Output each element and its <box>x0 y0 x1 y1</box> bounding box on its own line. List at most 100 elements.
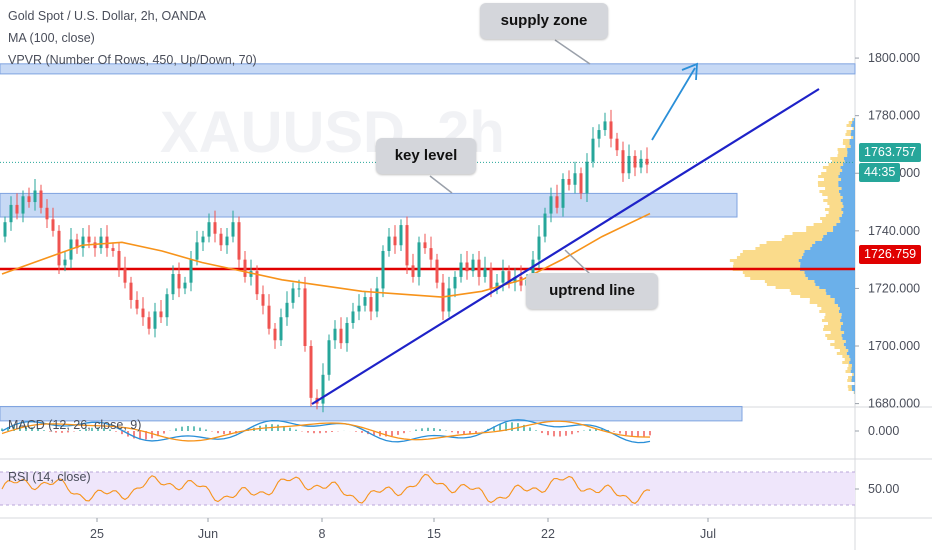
candle-body-45 <box>274 329 277 341</box>
vpvr-bar-up-38 <box>793 232 827 235</box>
candle-body-86 <box>520 277 523 286</box>
vpvr-bar-down-40 <box>822 238 855 241</box>
uptrend-callout-pointer <box>565 250 590 274</box>
candle-body-72 <box>436 260 439 283</box>
macd-hist-192 <box>193 426 195 431</box>
vpvr-bar-down-72 <box>842 334 855 337</box>
candle-body-70 <box>424 242 427 248</box>
candle-body-93 <box>562 179 565 208</box>
candle-body-94 <box>568 179 571 185</box>
vpvr-bar-up-51 <box>743 271 805 274</box>
vpvr-bar-down-35 <box>836 223 855 226</box>
candle-body-54 <box>328 340 331 375</box>
macd-hist-576 <box>577 431 579 432</box>
candle-body-90 <box>544 214 547 237</box>
candle-body-47 <box>286 303 289 317</box>
vpvr-bar-up-78 <box>837 352 847 355</box>
candle-body-10 <box>64 260 67 266</box>
vpvr-bar-up-71 <box>831 331 844 334</box>
vpvr-bar-down-91 <box>854 391 855 394</box>
candle-body-79 <box>478 260 481 277</box>
key-level-zone-rect <box>0 193 737 217</box>
vpvr-bar-up-76 <box>834 346 845 349</box>
vpvr-bar-down-53 <box>808 277 855 280</box>
vpvr-bar-up-11 <box>838 151 847 154</box>
candle-body-25 <box>154 311 157 328</box>
vpvr-bar-down-86 <box>852 376 855 379</box>
vpvr-bar-down-34 <box>840 220 855 223</box>
vpvr-bar-up-81 <box>842 361 849 364</box>
candle-body-15 <box>94 242 97 248</box>
vpvr-bar-down-27 <box>841 199 855 202</box>
macd-hist-588 <box>589 429 591 431</box>
macd-hist-162 <box>163 431 165 434</box>
macd-hist-510 <box>511 422 513 431</box>
macd-hist-414 <box>415 430 417 431</box>
vpvr-bar-up-63 <box>821 307 840 310</box>
vpvr-bar-down-33 <box>839 217 855 220</box>
vpvr-bar-up-85 <box>852 373 854 376</box>
vpvr-bar-down-61 <box>835 301 855 304</box>
vpvr-bar-down-32 <box>842 214 855 217</box>
vpvr-bar-down-16 <box>841 166 855 169</box>
macd-hist-612 <box>613 431 615 432</box>
candle-body-56 <box>340 329 343 343</box>
macd-hist-558 <box>559 431 561 437</box>
candle-body-16 <box>100 237 103 249</box>
macd-tick-label: 0.000 <box>868 424 899 438</box>
macd-hist-204 <box>205 429 207 431</box>
vpvr-bar-down-3 <box>854 127 855 130</box>
vpvr-bar-up-1 <box>849 121 852 124</box>
vpvr-bar-down-0 <box>854 118 855 121</box>
macd-hist-324 <box>325 431 327 433</box>
candle-body-99 <box>598 130 601 139</box>
vpvr-bar-down-46 <box>802 256 855 259</box>
price-tick-label-0: 1800.000 <box>868 51 920 65</box>
vpvr-bar-up-4 <box>847 130 852 133</box>
callout-key-level: key level <box>376 138 476 174</box>
vpvr-bar-down-52 <box>805 274 855 277</box>
countdown-tag: 44:35 <box>859 163 900 182</box>
vpvr-bar-up-45 <box>740 253 803 256</box>
macd-hist-648 <box>649 431 651 435</box>
candle-body-13 <box>82 237 85 249</box>
vpvr-bar-down-38 <box>827 232 855 235</box>
vpvr-bar-up-34 <box>822 220 840 223</box>
vpvr-bar-down-31 <box>843 211 855 214</box>
date-tick-label-2: 8 <box>319 527 326 541</box>
price-tick-label-6: 1680.000 <box>868 397 920 411</box>
vpvr-bar-up-37 <box>806 229 833 232</box>
vpvr-bar-down-83 <box>852 367 855 370</box>
vpvr-bar-down-13 <box>844 157 855 160</box>
vpvr-bar-up-32 <box>826 214 842 217</box>
vpvr-bar-down-9 <box>851 145 855 148</box>
vpvr-bar-up-64 <box>819 310 839 313</box>
macd-hist-534 <box>535 430 537 431</box>
vpvr-bar-up-52 <box>745 274 806 277</box>
candle-body-5 <box>34 191 37 203</box>
vpvr-bar-down-4 <box>851 130 855 133</box>
candle-body-28 <box>172 274 175 294</box>
macd-hist-636 <box>637 431 639 437</box>
vpvr-bar-up-21 <box>818 181 838 184</box>
macd-hist-552 <box>553 431 555 436</box>
vpvr-bar-up-28 <box>827 202 842 205</box>
vpvr-bar-up-57 <box>790 289 826 292</box>
vpvr-bar-down-54 <box>814 280 855 283</box>
vpvr-bar-up-80 <box>845 358 851 361</box>
vpvr-bar-down-49 <box>800 265 855 268</box>
candle-body-50 <box>304 288 307 346</box>
candle-body-40 <box>244 260 247 277</box>
vpvr-bar-down-25 <box>840 193 855 196</box>
vpvr-bar-down-90 <box>852 388 855 391</box>
vpvr-bar-down-10 <box>847 148 855 151</box>
vpvr-bar-up-53 <box>750 277 808 280</box>
vpvr-bar-up-75 <box>830 343 844 346</box>
vpvr-bar-up-68 <box>828 322 843 325</box>
candle-body-105 <box>634 156 637 168</box>
candle-body-55 <box>334 329 337 341</box>
rsi-band <box>0 472 855 505</box>
candle-body-64 <box>388 237 391 251</box>
